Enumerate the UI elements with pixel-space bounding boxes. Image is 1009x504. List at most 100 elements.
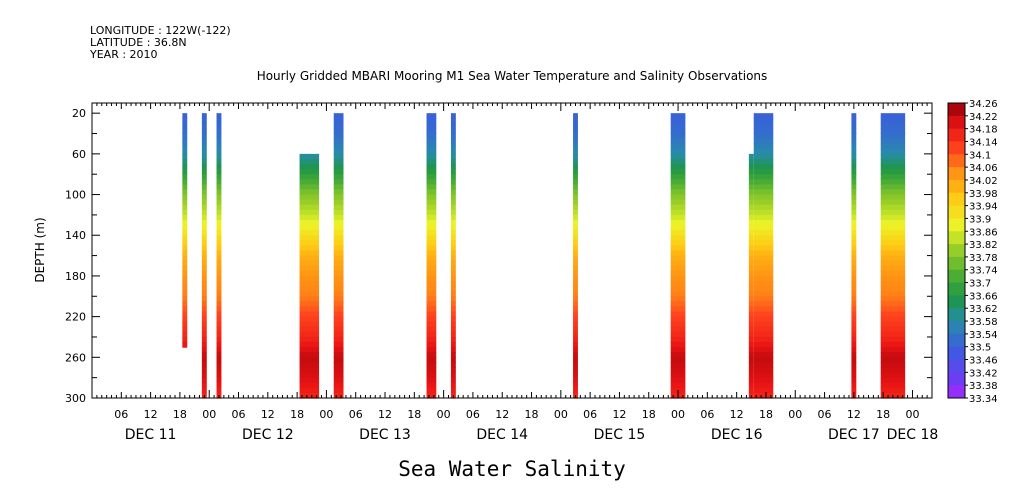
data-cell — [851, 281, 857, 287]
data-cell — [748, 382, 754, 389]
data-cell — [753, 235, 774, 241]
data-cell — [426, 372, 437, 379]
data-cell — [216, 235, 222, 241]
colorbar-label: 34.1 — [969, 150, 991, 161]
data-cell — [333, 209, 344, 216]
data-cell — [573, 331, 578, 338]
data-cell — [450, 367, 456, 374]
data-cell — [670, 326, 686, 333]
data-cell — [201, 133, 207, 140]
data-cell — [851, 123, 857, 130]
colorbar-swatch — [948, 372, 965, 386]
data-cell — [333, 143, 344, 150]
data-cell — [573, 199, 578, 206]
data-cell — [426, 194, 437, 201]
data-cell — [333, 194, 344, 201]
data-cell — [753, 204, 774, 211]
data-cell — [216, 148, 222, 155]
data-cell — [333, 311, 344, 318]
data-cell — [333, 214, 344, 221]
data-cell — [333, 342, 344, 348]
y-tick-label: 140 — [65, 229, 86, 242]
data-cell — [880, 143, 906, 150]
data-cell — [201, 219, 207, 226]
data-cell — [182, 123, 188, 130]
data-cell — [182, 255, 188, 262]
data-cell — [670, 291, 686, 297]
data-cell — [880, 357, 906, 363]
data-cell — [299, 245, 320, 252]
data-cell — [670, 235, 686, 241]
data-cell — [450, 311, 456, 318]
data-cell — [880, 260, 906, 267]
data-cell — [573, 235, 578, 241]
data-cell — [748, 225, 754, 231]
data-cell — [753, 291, 774, 297]
data-cell — [426, 153, 437, 160]
data-cell — [216, 326, 222, 333]
data-cell — [450, 245, 456, 252]
data-cell — [851, 362, 857, 369]
data-cell — [299, 311, 320, 318]
data-cell — [748, 240, 754, 247]
data-cell — [201, 377, 207, 384]
data-cell — [450, 184, 456, 191]
data-cell — [670, 275, 686, 282]
data-cell — [880, 214, 906, 221]
data-cell — [201, 214, 207, 221]
data-cell — [201, 301, 207, 308]
data-cell — [748, 326, 754, 333]
colorbar-label: 33.54 — [969, 330, 998, 341]
colorbar-label: 33.34 — [969, 394, 998, 405]
data-cell — [670, 148, 686, 155]
data-cell — [670, 225, 686, 231]
data-cell — [573, 113, 578, 119]
data-cell — [333, 199, 344, 206]
data-cell — [880, 377, 906, 384]
data-cell — [573, 174, 578, 180]
data-cell — [670, 260, 686, 267]
data-cell — [753, 225, 774, 231]
data-cell — [670, 281, 686, 287]
data-cell — [216, 194, 222, 201]
data-cell — [201, 316, 207, 323]
data-cell — [670, 321, 686, 328]
data-cell — [426, 199, 437, 206]
data-cell — [753, 209, 774, 216]
data-cell — [851, 128, 857, 135]
data-cell — [299, 296, 320, 302]
data-cell — [670, 118, 686, 124]
data-cell — [201, 245, 207, 252]
colorbar-swatch — [948, 346, 965, 361]
data-cell — [426, 352, 437, 358]
data-cell — [851, 316, 857, 323]
data-cell — [880, 281, 906, 287]
colorbar-swatch — [948, 333, 965, 348]
data-cell — [333, 377, 344, 384]
x-tick-label: 06 — [349, 408, 363, 421]
data-cell — [182, 143, 188, 150]
data-cell — [851, 286, 857, 292]
data-cell — [851, 153, 857, 160]
colorbar-swatch — [948, 321, 965, 335]
data-cell — [182, 189, 188, 196]
x-tick-label: 18 — [290, 408, 304, 421]
x-axis-label: Sea Water Salinity — [398, 457, 626, 481]
data-cell — [201, 321, 207, 328]
data-cell — [299, 367, 320, 374]
data-cell — [573, 357, 578, 363]
data-cell — [333, 321, 344, 328]
data-cell — [880, 301, 906, 308]
data-cell — [573, 148, 578, 155]
data-cell — [851, 255, 857, 262]
data-cell — [450, 301, 456, 308]
data-cell — [201, 367, 207, 374]
colorbar-swatch — [948, 179, 965, 194]
data-cell — [670, 301, 686, 308]
data-cell — [573, 194, 578, 201]
data-cell — [201, 118, 207, 124]
data-cell — [426, 148, 437, 155]
data-cell — [333, 331, 344, 338]
data-cell — [573, 291, 578, 297]
data-layer — [182, 113, 906, 399]
